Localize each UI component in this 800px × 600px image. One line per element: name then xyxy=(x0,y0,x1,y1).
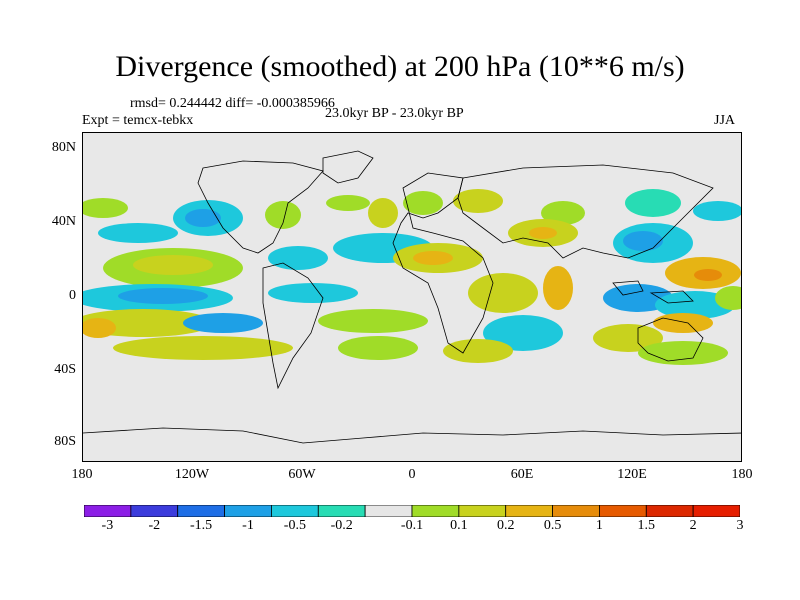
field-patch xyxy=(653,313,713,333)
field-patch xyxy=(268,283,358,303)
colorbar-swatch xyxy=(317,505,366,517)
map-panel xyxy=(82,132,742,462)
coastline-australia xyxy=(637,317,704,362)
coastline-north-america xyxy=(197,160,324,254)
colorbar-swatch xyxy=(692,505,740,517)
lon-tick: 0 xyxy=(408,467,416,482)
field-patch xyxy=(183,313,263,333)
lon-tick: 120E xyxy=(617,467,647,482)
field-patch xyxy=(693,201,741,221)
field-patch xyxy=(468,273,538,313)
coastline-antarctica xyxy=(83,427,741,444)
colorbar-swatch xyxy=(130,505,179,517)
colorbar-label: -1.5 xyxy=(190,518,213,533)
colorbar-swatch xyxy=(177,505,225,517)
colorbar-label: 2 xyxy=(689,518,697,533)
lon-tick: 180 xyxy=(731,467,753,482)
colorbar-label: 1.5 xyxy=(637,518,656,533)
field-patch xyxy=(453,189,503,213)
field-patch xyxy=(638,341,728,365)
colorbar-label: -2 xyxy=(148,518,161,533)
colorbar-label: -1 xyxy=(242,518,254,533)
field-patch xyxy=(118,288,208,304)
field-patch xyxy=(368,198,398,228)
lon-tick: 60W xyxy=(288,467,316,482)
field-patch xyxy=(541,201,585,225)
divergence-map xyxy=(83,133,741,461)
field-patch xyxy=(83,198,128,218)
field-patch xyxy=(593,324,663,352)
field-patch xyxy=(715,286,741,310)
field-patch xyxy=(403,191,443,215)
coastline-europe-africa xyxy=(392,172,494,354)
field-patch xyxy=(185,209,221,227)
colorbar-swatch xyxy=(84,505,132,517)
plot-title: Divergence (smoothed) at 200 hPa (10**6 … xyxy=(115,50,685,83)
field-patch xyxy=(326,195,370,211)
coastline-south-america xyxy=(262,262,324,390)
coastlines xyxy=(83,150,741,444)
season-label: JJA xyxy=(714,113,736,128)
colorbar-label: -0.2 xyxy=(330,518,353,533)
field-patch xyxy=(413,251,453,265)
statistics-label: rmsd= 0.244442 diff= -0.000385966 xyxy=(130,96,335,111)
colorbar-label: 1 xyxy=(595,518,603,533)
field-patch xyxy=(443,339,513,363)
lon-tick: 120W xyxy=(174,467,210,482)
field-patch xyxy=(625,189,681,217)
colorbar-swatch xyxy=(271,505,319,517)
field-patch xyxy=(318,309,428,333)
colorbar-label: 0.2 xyxy=(496,518,515,533)
colorbar-swatch xyxy=(552,505,600,517)
colorbar-swatch xyxy=(645,505,694,517)
field-patch xyxy=(483,315,563,351)
coastline-greenland xyxy=(322,150,374,184)
colorbar-label: 3 xyxy=(736,518,744,533)
lat-tick: 40S xyxy=(54,362,76,377)
lon-tick: 60E xyxy=(510,467,534,482)
field-patch xyxy=(268,246,328,270)
colorbar-label: 0.5 xyxy=(543,518,562,533)
coastline-asia xyxy=(457,164,714,259)
field-patch xyxy=(543,266,573,310)
colorbar-swatch xyxy=(458,505,507,517)
lat-tick: 80S xyxy=(54,434,76,449)
colorbar-swatch xyxy=(411,505,460,517)
experiment-label: Expt = temcx-tebkx xyxy=(82,113,194,128)
lat-tick: 80N xyxy=(51,140,76,155)
field-patch xyxy=(694,269,722,281)
colorbar-swatch xyxy=(224,505,272,517)
field-patch xyxy=(98,223,178,243)
field-patch xyxy=(113,336,293,360)
colorbar-swatch xyxy=(364,505,413,517)
field-patch xyxy=(529,227,557,239)
colorbar-label: -0.5 xyxy=(283,518,306,533)
colorbar xyxy=(84,505,740,517)
field-patch xyxy=(133,255,213,275)
colorbar-swatch xyxy=(505,505,553,517)
field-patch xyxy=(265,201,301,229)
field-patch xyxy=(83,318,116,338)
coastline-borneo xyxy=(612,280,644,296)
field-patch xyxy=(623,231,663,251)
colorbar-label: 0.1 xyxy=(450,518,468,533)
colorbar-label: -3 xyxy=(101,518,114,533)
lon-tick: 180 xyxy=(71,467,93,482)
coastline-new-guinea xyxy=(649,290,694,304)
lat-tick: 40N xyxy=(51,214,76,229)
colorbar-swatch xyxy=(599,505,647,517)
period-label: 23.0kyr BP - 23.0kyr BP xyxy=(325,106,464,121)
lat-tick: 0 xyxy=(69,288,76,303)
field-patch xyxy=(338,336,418,360)
divergence-field xyxy=(83,189,741,365)
colorbar-label: -0.1 xyxy=(400,518,424,533)
